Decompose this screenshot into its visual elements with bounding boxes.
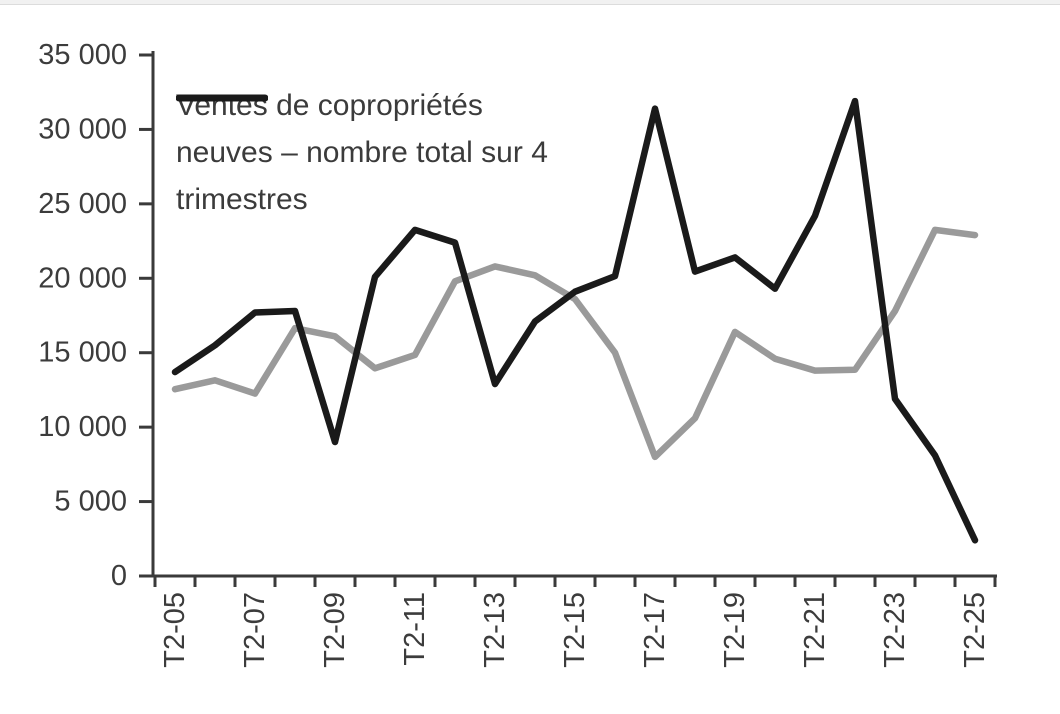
x-tick-label: T2-19 <box>719 592 751 668</box>
y-tick-label: 5 000 <box>54 486 127 518</box>
x-tick-label: T2-25 <box>959 592 991 668</box>
y-tick-label: 25 000 <box>38 188 127 220</box>
series-line-gray <box>171 226 979 461</box>
series-line-ventes-neuves <box>171 97 979 544</box>
y-tick-label: 35 000 <box>38 39 127 71</box>
x-tick-label: T2-09 <box>319 592 351 668</box>
y-tick-label: 15 000 <box>38 337 127 369</box>
x-tick-label: T2-15 <box>559 592 591 668</box>
x-tick-label: T2-05 <box>159 592 191 668</box>
x-tick-label: T2-11 <box>399 592 431 666</box>
y-tick-label: 30 000 <box>38 113 127 145</box>
x-tick-label: T2-21 <box>799 592 831 668</box>
y-tick-label: 0 <box>111 560 127 592</box>
x-tick-label: T2-13 <box>479 592 511 668</box>
x-tick-label: T2-07 <box>239 592 271 668</box>
x-tick-label: T2-23 <box>879 592 911 668</box>
x-tick-label: T2-17 <box>639 592 671 668</box>
y-tick-label: 20 000 <box>38 262 127 294</box>
window-top-edge <box>0 0 1060 5</box>
y-tick-label: 10 000 <box>38 411 127 443</box>
